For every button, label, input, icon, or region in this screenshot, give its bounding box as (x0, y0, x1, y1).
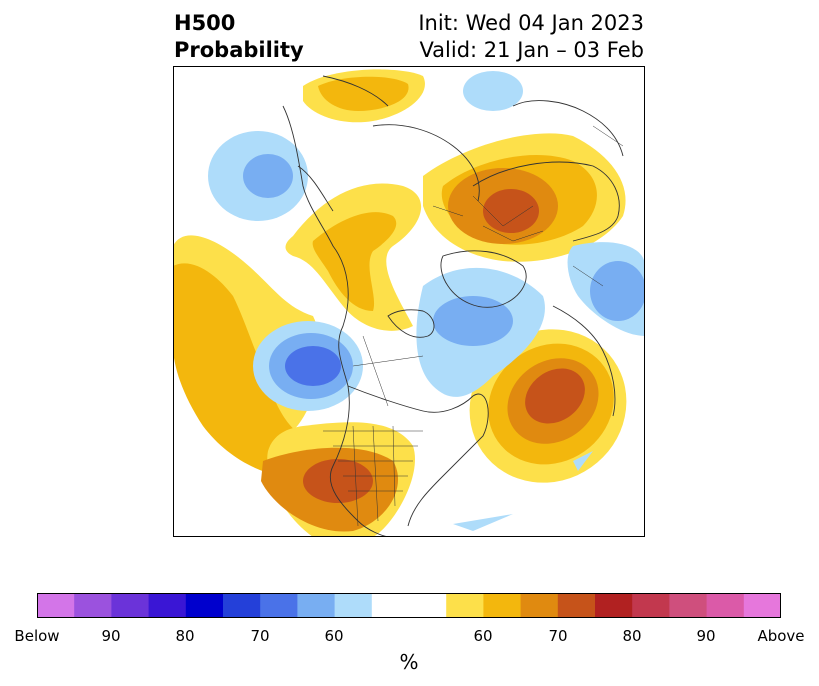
negative-anomaly-europe (567, 242, 645, 336)
positive-anomaly-north (303, 69, 425, 123)
positive-anomaly-arctic (285, 183, 422, 331)
probability-map (173, 66, 645, 537)
colorbar (37, 593, 781, 618)
colorbar-cell (483, 593, 522, 618)
political-borders (323, 125, 624, 527)
colorbar-cell (334, 593, 373, 618)
negative-anomaly-northeast-pacific (253, 321, 363, 411)
colorbar-tick-label: 70 (250, 627, 270, 645)
colorbar-cell (297, 593, 336, 618)
valid-range: Valid: 21 Jan – 03 Feb (419, 38, 644, 62)
coastlines (282, 75, 624, 537)
colorbar-tick-label: 90 (696, 627, 716, 645)
colorbar-cell (260, 593, 298, 618)
title-product: Probability (174, 38, 304, 62)
colorbar-cell (148, 593, 187, 618)
colorbar-cell (706, 593, 745, 618)
colorbar-cell (185, 593, 224, 618)
negative-anomaly-greenland (416, 267, 545, 397)
colorbar-tick-label: Below (14, 627, 60, 645)
colorbar-tick-label: 70 (548, 627, 568, 645)
colorbar-cell (595, 593, 633, 618)
positive-anomaly-eurasia (423, 133, 626, 262)
colorbar-cell (557, 593, 596, 618)
map-dates: Init: Wed 04 Jan 2023 Valid: 21 Jan – 03… (418, 10, 644, 64)
colorbar-cell (111, 593, 150, 618)
negative-anomaly-east-atlantic (453, 451, 593, 531)
init-date: Init: Wed 04 Jan 2023 (418, 11, 644, 35)
positive-anomaly-southwest (261, 422, 415, 537)
negative-anomaly-scandinavia (463, 71, 523, 111)
colorbar-tick-label: 80 (622, 627, 642, 645)
colorbar-tick-label: Above (757, 627, 805, 645)
colorbar-cell (371, 593, 410, 618)
colorbar-cell (520, 593, 559, 618)
colorbar-cell (409, 593, 447, 618)
colorbar-tick-label: 60 (324, 627, 344, 645)
colorbar-unit: % (399, 650, 419, 674)
colorbar-cell (74, 593, 112, 618)
map-title: H500 Probability (174, 10, 304, 64)
colorbar-cell (743, 593, 781, 618)
colorbar-cell (669, 593, 708, 618)
colorbar-cell (37, 593, 75, 618)
colorbar-tick-label: 90 (101, 627, 121, 645)
colorbar-cell (632, 593, 670, 618)
colorbar-tick-label: 80 (175, 627, 195, 645)
colorbar-tick-label: 60 (473, 627, 493, 645)
title-variable: H500 (174, 11, 236, 35)
colorbar-cell (223, 593, 261, 618)
colorbar-cell (446, 593, 484, 618)
negative-anomaly-bering (208, 131, 308, 221)
positive-anomaly-atlantic (469, 329, 627, 483)
